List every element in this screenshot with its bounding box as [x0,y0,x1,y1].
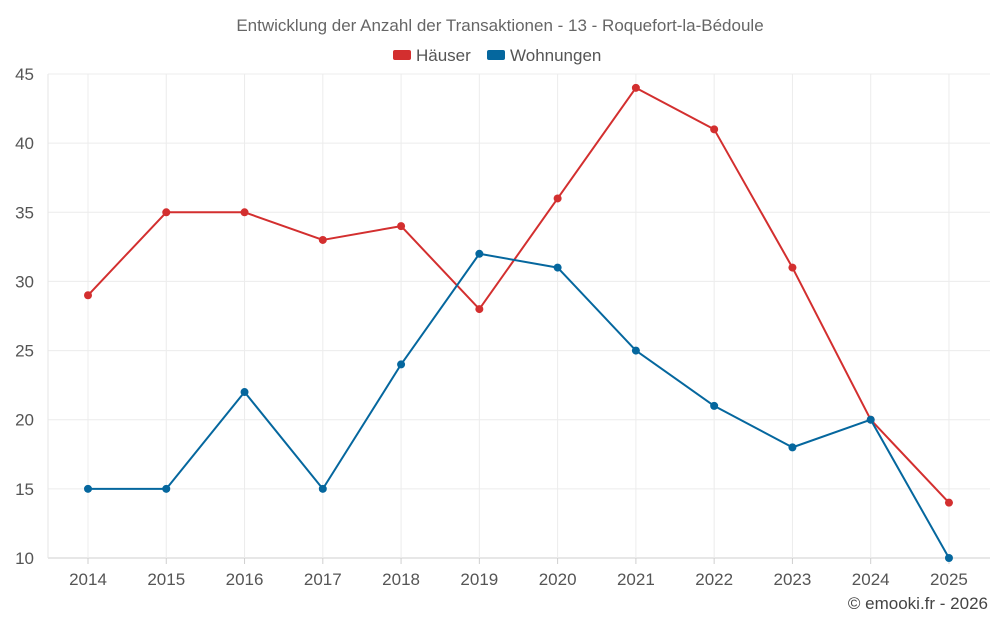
data-point[interactable] [84,484,92,493]
x-tick-label: 2014 [69,570,107,589]
data-point[interactable] [162,484,171,493]
data-point[interactable] [553,263,562,272]
data-point[interactable] [944,554,953,562]
series-line [87,86,950,504]
legend-label[interactable]: Häuser [416,46,471,65]
series-line [88,252,950,559]
x-tick-label: 2025 [930,570,968,589]
x-tick-label: 2020 [539,570,577,589]
data-point[interactable] [162,208,171,217]
y-tick-label: 35 [15,203,34,222]
data-point[interactable] [318,235,327,244]
series-layer [84,83,953,562]
x-tick-label: 2023 [774,570,812,589]
data-point[interactable] [553,194,562,203]
data-point[interactable] [788,263,797,272]
data-point[interactable] [240,388,249,397]
y-tick-label: 45 [15,65,34,84]
legend: Häuser Wohnungen [393,46,601,65]
series-1 [84,249,953,562]
data-point[interactable] [944,498,953,507]
data-point[interactable] [397,222,406,231]
data-point[interactable] [475,249,484,258]
y-tick-label: 25 [15,342,34,361]
x-tick-label: 2015 [147,570,185,589]
data-point[interactable] [318,484,327,493]
data-point[interactable] [397,360,406,369]
data-point[interactable] [631,346,640,355]
x-tick-label: 2017 [304,570,342,589]
y-tick-label: 20 [15,411,34,430]
y-tick-label: 15 [15,480,34,499]
data-point[interactable] [788,443,797,452]
series-0 [84,83,953,507]
x-tick-label: 2021 [617,570,655,589]
data-point[interactable] [84,291,92,300]
data-point[interactable] [475,305,484,314]
data-point[interactable] [240,208,249,217]
x-tick-label: 2024 [852,570,890,589]
x-tick-label: 2022 [695,570,733,589]
x-tick-label: 2016 [226,570,264,589]
y-tick-label: 10 [15,549,34,568]
y-tick-label: 40 [15,134,34,153]
x-tick-label: 2019 [460,570,498,589]
grid [47,73,990,559]
y-tick-label: 30 [15,272,34,291]
legend-swatch [393,50,411,60]
legend-label[interactable]: Wohnungen [510,46,601,65]
data-point[interactable] [710,401,719,410]
data-point[interactable] [631,83,640,92]
chart-title: Entwicklung der Anzahl der Transaktionen… [236,16,763,35]
x-tick-label: 2018 [382,570,420,589]
data-point[interactable] [710,125,719,134]
legend-swatch [487,50,505,60]
credit-text: © emooki.fr - 2026 [848,594,988,613]
data-point[interactable] [866,415,875,424]
